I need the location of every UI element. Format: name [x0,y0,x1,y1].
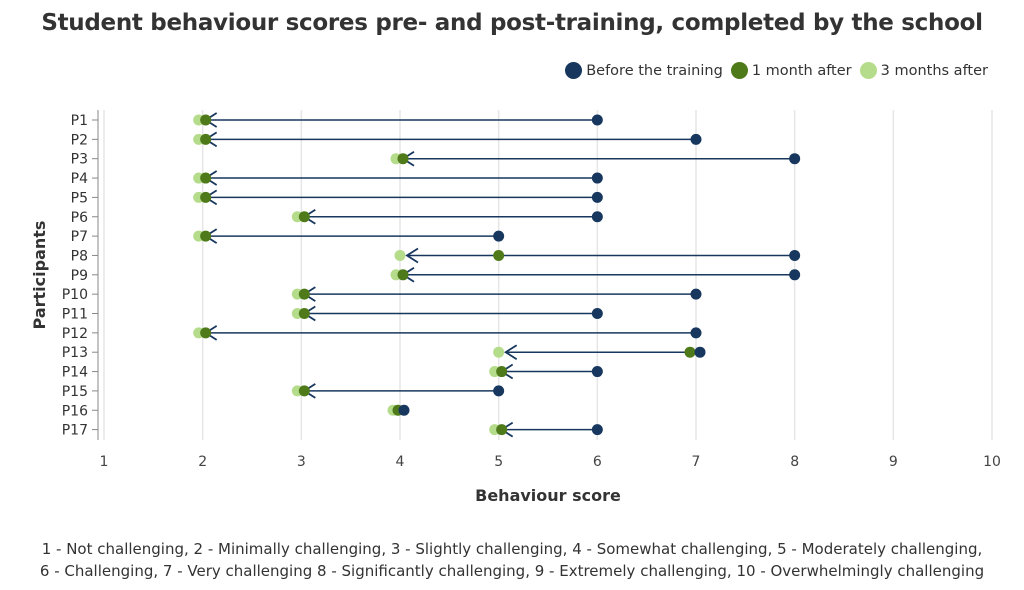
y-tick-label-P17: P17 [62,423,88,439]
point-1-month-P14 [496,366,508,378]
point-3-months-P13 [493,346,505,358]
point-before-P7 [493,230,505,242]
y-tick-label-P12: P12 [62,326,88,342]
point-before-P3 [789,153,801,165]
footnote-line-1: 1 - Not challenging, 2 - Minimally chall… [41,540,983,558]
x-tick-label-5: 5 [494,454,503,470]
y-tick-label-P3: P3 [71,152,88,168]
chart-area: P1 P2 P3 P4 P5 P6 P7 P8 P9 P10 P11 P12 P13 P14 P15 P16 P… [30,110,1001,505]
x-axis-title: Behaviour score [475,486,621,505]
score-scale-footnote: 1 - Not challenging, 2 - Minimally chall… [0,538,1024,582]
y-tick-label-P2: P2 [71,132,88,148]
point-before-P12 [690,327,702,339]
x-tick-label-3: 3 [297,454,306,470]
point-1-month-P9 [397,269,409,281]
point-before-P4 [591,172,603,184]
point-before-P1 [591,114,603,126]
legend-swatch-1-month [730,62,748,79]
legend-swatch-before [565,62,583,79]
x-tick-label-10: 10 [983,454,1001,470]
x-tick-label-4: 4 [396,454,405,470]
legend-label-3-months: 3 months after [880,62,988,79]
point-1-month-P17 [496,424,508,436]
point-1-month-P7 [200,230,212,242]
point-1-month-P2 [200,133,212,145]
y-tick-label-P15: P15 [62,384,88,400]
point-before-P15 [493,385,505,397]
x-tick-label-1: 1 [100,454,109,470]
point-before-P8 [789,249,801,261]
footnote-line-2: 6 - Challenging, 7 - Very challenging 8 … [39,562,985,580]
point-before-P14 [591,366,603,378]
y-tick-label-P8: P8 [71,248,88,264]
y-tick-label-P10: P10 [62,287,88,303]
point-before-P2 [690,133,702,145]
legend-swatch-3-months [859,62,877,79]
legend: Before the training 1 month after 3 mont… [557,62,988,79]
point-1-month-P15 [298,385,310,397]
point-before-P11 [591,308,603,319]
y-axis-title: Participants [30,221,49,330]
y-tick-label-P7: P7 [71,229,88,245]
point-1-month-P12 [200,327,212,339]
y-tick-label-P16: P16 [62,403,88,419]
point-1-month-P5 [200,191,212,203]
x-tick-label-2: 2 [198,454,207,470]
x-tick-label-6: 6 [593,454,602,470]
y-tick-label-P14: P14 [62,365,88,381]
point-before-P17 [591,424,603,436]
point-1-month-P6 [298,211,310,223]
legend-item-1-month[interactable]: 1 month after [730,62,852,79]
legend-label-1-month: 1 month after [751,62,852,79]
point-before-P13 [694,346,706,358]
point-before-P6 [591,211,603,223]
x-tick-label-7: 7 [692,454,701,470]
y-tick-label-P6: P6 [71,210,88,226]
point-3-months-P8 [394,249,406,261]
chart-title: Student behaviour scores pre- and post-t… [41,10,983,36]
y-tick-label-P9: P9 [71,268,88,284]
point-before-P10 [690,288,702,300]
point-1-month-P13 [684,346,696,358]
legend-label-before: Before the training [586,62,723,79]
point-before-P9 [789,269,801,281]
arrowhead-P8 [405,247,419,264]
y-tick-label-P1: P1 [71,113,88,129]
x-tick-label-9: 9 [889,454,898,470]
legend-item-before[interactable]: Before the training [565,62,723,79]
point-1-month-P1 [200,114,212,126]
point-1-month-P3 [397,153,409,165]
point-before-P5 [591,191,603,203]
point-1-month-P11 [298,308,310,319]
legend-item-3-months[interactable]: 3 months after [859,62,988,79]
x-tick-label-8: 8 [790,454,799,470]
arrowhead-P13 [503,344,518,360]
point-1-month-P4 [200,172,212,184]
point-1-month-P8 [493,249,505,261]
y-tick-label-P11: P11 [62,307,88,323]
y-tick-label-P13: P13 [62,345,88,361]
point-1-month-P10 [298,288,310,300]
point-before-P16 [398,404,410,416]
y-tick-label-P4: P4 [71,171,88,187]
y-tick-label-P5: P5 [71,190,88,206]
